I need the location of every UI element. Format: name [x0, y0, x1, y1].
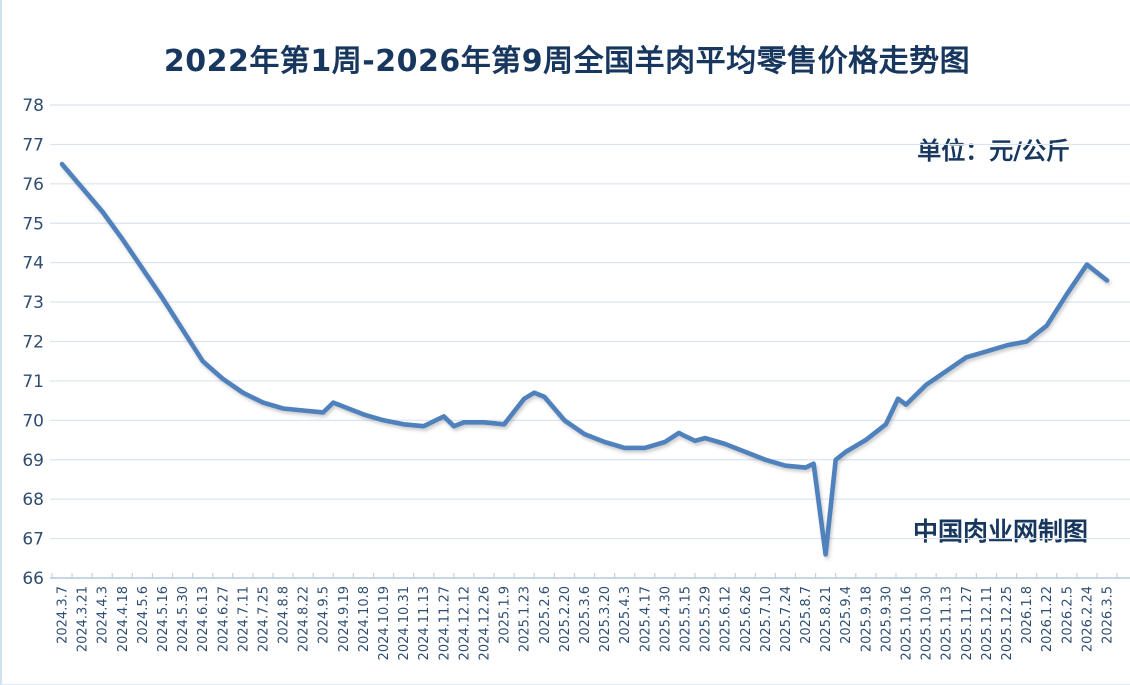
- x-axis-label: 2025.12.11: [980, 586, 995, 660]
- y-axis-label: 75: [22, 214, 44, 234]
- y-axis-label: 68: [22, 490, 44, 510]
- x-axis-label: 2024.7.25: [256, 586, 271, 652]
- chart-title: 2022年第1周-2026年第9周全国羊肉平均零售价格走势图: [163, 44, 971, 79]
- x-axis-label: 2024.9.19: [337, 586, 352, 652]
- x-axis-label: 2026.3.5: [1100, 586, 1115, 644]
- x-axis-label: 2026.2.24: [1080, 586, 1095, 652]
- x-axis-label: 2024.10.31: [397, 586, 412, 660]
- x-axis-label: 2024.10.19: [377, 586, 392, 660]
- x-axis-label: 2025.1.23: [518, 586, 533, 652]
- y-axis-label: 72: [22, 333, 44, 353]
- x-axis-label: 2025.9.30: [879, 586, 894, 652]
- y-axis-label: 66: [22, 569, 44, 589]
- x-axis-label: 2025.2.20: [558, 586, 573, 652]
- x-axis-label: 2025.4.30: [658, 586, 673, 652]
- y-axis-label: 74: [22, 254, 44, 274]
- x-axis-labels: 2024.3.7 2024.3.21 2024.4.3 2024.4.18 2024.5…: [56, 586, 1116, 660]
- x-axis-label: 2025.4.17: [638, 586, 653, 652]
- x-axis-label: 2024.11.27: [437, 586, 452, 660]
- y-axis-labels: 66 67 68 69 70 71 72 73 74 75 76 77 78: [22, 96, 44, 589]
- x-axis-label: 2024.5.6: [136, 586, 151, 644]
- x-axis-label: 2024.4.3: [96, 586, 111, 644]
- y-axis-label: 78: [22, 96, 44, 116]
- x-axis-label: 2025.10.16: [900, 586, 915, 660]
- x-axis-label: 2024.9.5: [317, 586, 332, 644]
- x-axis-label: 2024.6.13: [196, 586, 211, 652]
- x-axis-label: 2025.1.9: [498, 586, 513, 644]
- x-axis-label: 2024.11.13: [417, 586, 432, 660]
- x-axis-ticks: [51, 573, 1118, 579]
- x-axis-label: 2025.5.15: [678, 586, 693, 652]
- y-axis-label: 76: [22, 175, 44, 195]
- x-axis-label: 2024.5.16: [156, 586, 171, 652]
- x-axis-label: 2025.9.18: [859, 586, 874, 652]
- unit-label: 单位：元/公斤: [917, 137, 1070, 165]
- x-axis-label: 2025.8.7: [799, 586, 814, 644]
- x-axis-label: 2026.1.22: [1040, 586, 1055, 652]
- x-axis-label: 2025.12.25: [1000, 586, 1015, 660]
- x-axis-label: 2025.8.21: [819, 586, 834, 652]
- x-axis-label: 2025.3.20: [598, 586, 613, 652]
- x-axis-label: 2026.1.8: [1020, 586, 1035, 644]
- x-axis-label: 2025.6.26: [739, 586, 754, 652]
- gridlines: [50, 104, 1130, 579]
- x-axis-label: 2024.10.8: [357, 586, 372, 652]
- x-axis-label: 2025.10.30: [920, 586, 935, 660]
- y-axis-label: 69: [22, 451, 44, 471]
- x-axis-label: 2024.3.21: [76, 586, 91, 652]
- x-axis-label: 2024.5.30: [176, 586, 191, 652]
- x-axis-label: 2024.3.7: [56, 586, 71, 644]
- x-axis-label: 2025.3.6: [578, 586, 593, 644]
- y-axis-label: 70: [22, 411, 44, 431]
- x-axis-label: 2026.2.5: [1060, 586, 1075, 644]
- x-axis-label: 2025.5.29: [699, 586, 714, 652]
- x-axis-label: 2025.2.6: [538, 586, 553, 644]
- x-axis-label: 2024.12.12: [457, 586, 472, 660]
- x-axis-label: 2024.8.8: [277, 586, 292, 644]
- y-axis-label: 77: [22, 135, 44, 155]
- watermark-text: 中国肉业网制图: [912, 517, 1088, 546]
- x-axis-label: 2025.11.27: [960, 586, 975, 660]
- x-axis-label: 2024.8.22: [297, 586, 312, 652]
- x-axis-label: 2025.7.10: [759, 586, 774, 652]
- x-axis-label: 2025.9.4: [839, 586, 854, 644]
- price-line: [59, 161, 1110, 557]
- x-axis-label: 2025.11.13: [940, 586, 955, 660]
- y-axis-label: 67: [22, 530, 44, 550]
- x-axis-label: 2024.12.26: [478, 586, 493, 660]
- x-axis-label: 2025.7.24: [779, 586, 794, 652]
- y-axis-label: 73: [22, 293, 44, 313]
- price-line-series: [59, 161, 1110, 557]
- y-axis-label: 71: [22, 372, 44, 392]
- x-axis-label: 2024.6.27: [216, 586, 231, 652]
- x-axis-label: 2024.7.11: [236, 586, 251, 652]
- x-axis-label: 2025.6.12: [719, 586, 734, 652]
- x-axis-label: 2024.4.18: [116, 586, 131, 652]
- x-axis-label: 2025.4.3: [618, 586, 633, 644]
